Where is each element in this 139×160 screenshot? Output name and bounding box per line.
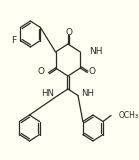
Text: O: O	[37, 67, 44, 76]
Text: F: F	[11, 36, 16, 45]
Text: NH: NH	[89, 47, 103, 56]
Text: NH: NH	[82, 89, 95, 98]
Text: HN: HN	[41, 89, 54, 98]
Text: OCH₃: OCH₃	[118, 111, 138, 120]
Text: O: O	[88, 67, 95, 76]
Text: O: O	[65, 28, 72, 36]
